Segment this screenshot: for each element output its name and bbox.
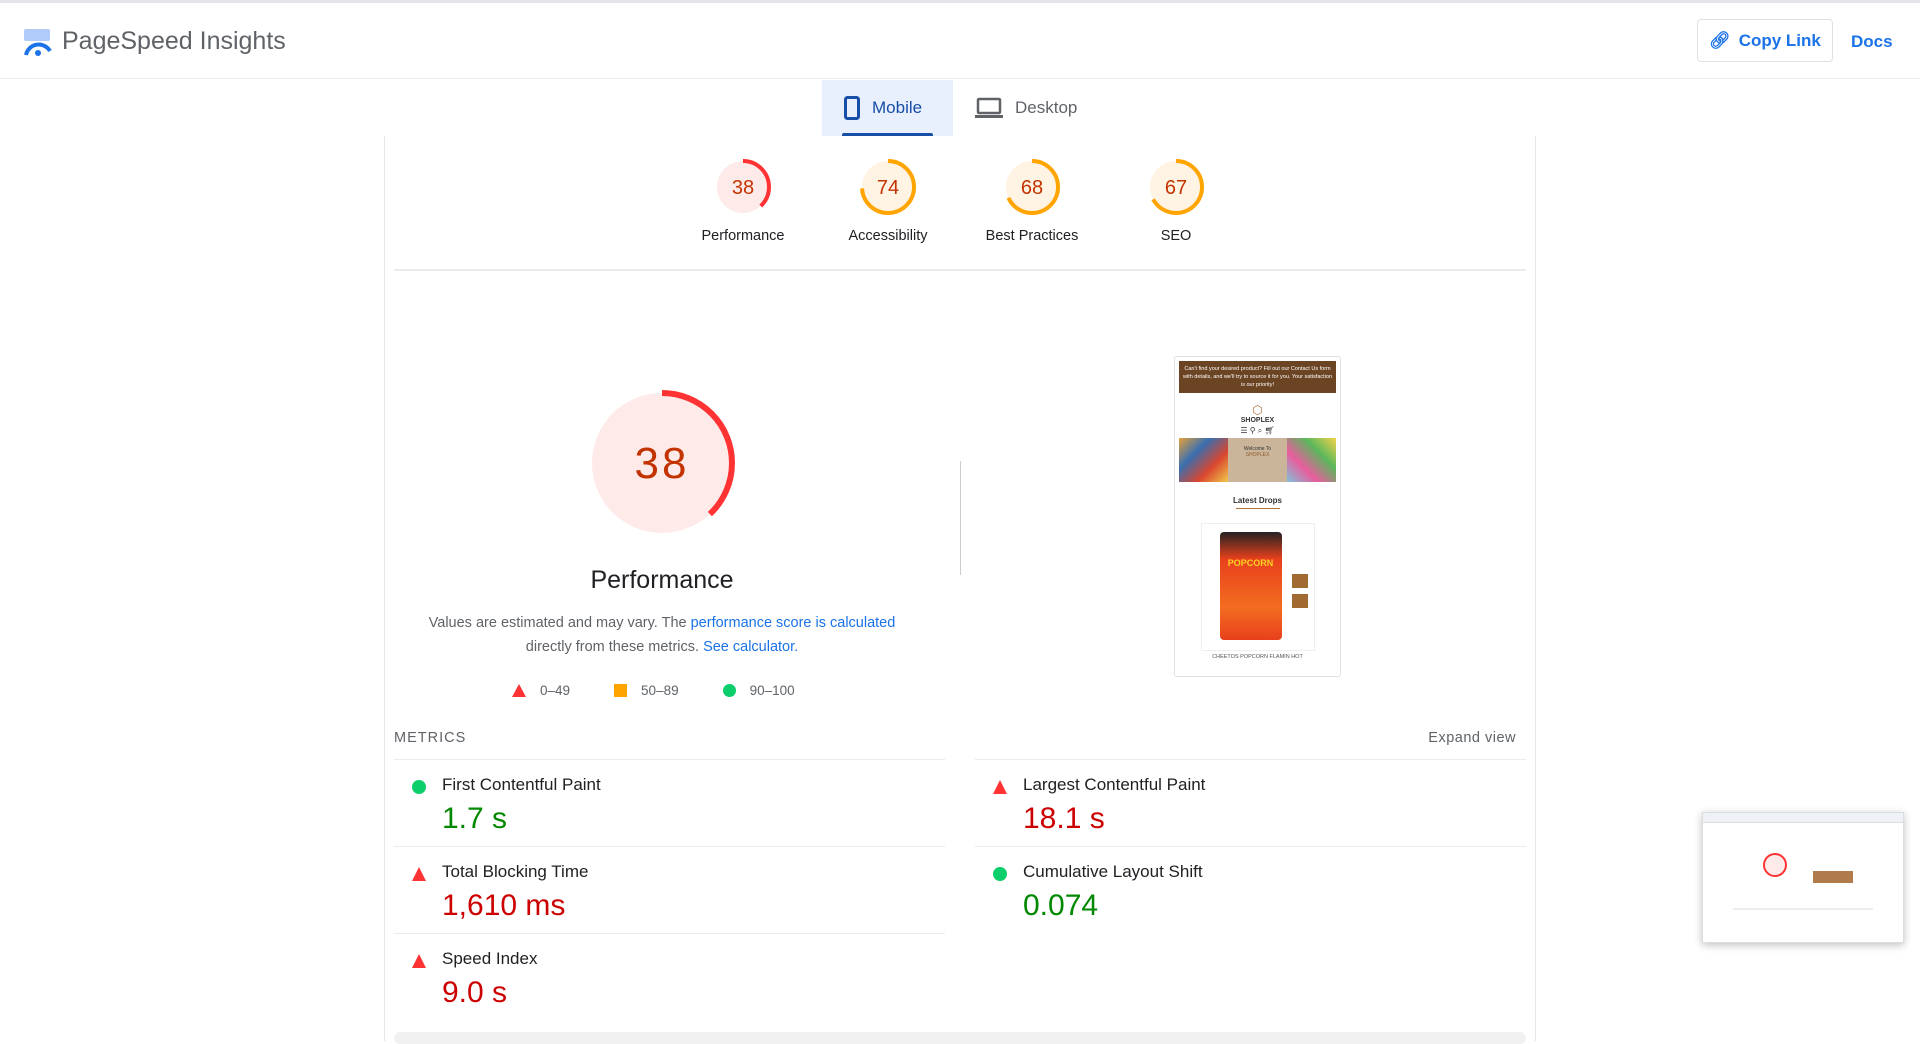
tab-desktop[interactable]: Desktop <box>953 80 1099 136</box>
desc-text-1: Values are estimated and may vary. The <box>428 615 691 631</box>
performance-description: Values are estimated and may vary. The p… <box>392 611 932 659</box>
legend-pass: 90–100 <box>722 683 795 698</box>
gauge-arc <box>589 390 735 536</box>
gauge-arc <box>1148 159 1204 215</box>
gauge-label: Accessibility <box>848 228 928 244</box>
tab-mobile[interactable]: Mobile <box>822 80 953 136</box>
product-image: POPCORN <box>1219 532 1282 640</box>
gauge-score: 38 <box>635 439 690 488</box>
panel-border-left <box>384 136 385 1041</box>
metric-value: 0.074 <box>1023 889 1099 922</box>
metric-largest-contentful-paint: Largest Contentful Paint 18.1 s <box>975 759 1526 846</box>
gauge-score: 68 <box>1021 177 1043 199</box>
screenshot-section: Latest Drops <box>1233 496 1282 505</box>
circle-icon <box>722 684 736 697</box>
copy-link-label: Copy Link <box>1738 30 1821 50</box>
tab-desktop-label: Desktop <box>1015 98 1078 117</box>
score-gauge-accessibility[interactable]: 74 Accessibility <box>828 156 948 244</box>
metric-value: 1.7 s <box>442 802 508 835</box>
metric-label: Cumulative Layout Shift <box>1023 862 1203 881</box>
performance-title: Performance <box>590 566 734 594</box>
desc-text-2: directly from these metrics. <box>525 639 704 655</box>
docs-link[interactable]: Docs <box>1851 32 1893 51</box>
app-header: PageSpeed Insights 🔗︎ Copy Link Docs <box>0 3 1920 79</box>
divider <box>394 269 1526 271</box>
screenshot-welcome-brand: SHOPLEX <box>1245 452 1270 458</box>
metric-value: 18.1 s <box>1023 802 1105 835</box>
legend-pass-range: 90–100 <box>749 683 795 698</box>
screenshot-hero: Welcome To SHOPLEX <box>1179 438 1336 482</box>
screenshot-brand: SHOPLEX <box>1240 417 1275 424</box>
legend-average-range: 50–89 <box>641 683 679 698</box>
screenshot-product-name: CHEETOS POPCORN FLAMIN HOT <box>1212 654 1303 660</box>
performance-gauge: 38 <box>589 390 735 536</box>
gauge-score: 38 <box>732 177 754 199</box>
metric-label: Total Blocking Time <box>442 862 589 881</box>
pass-circle-icon <box>993 867 1007 881</box>
gauge-arc <box>1004 159 1060 215</box>
fail-triangle-icon <box>412 954 426 968</box>
score-gauge-performance[interactable]: 38 Performance <box>683 156 803 244</box>
metric-total-blocking-time: Total Blocking Time 1,610 ms <box>394 846 945 933</box>
final-screenshot: Can't find your desired product? Fill ou… <box>1174 356 1341 677</box>
gauge-ring: 67 <box>1148 159 1204 215</box>
gauge-ring: 68 <box>1004 159 1060 215</box>
page-preview-thumbnail[interactable] <box>1702 812 1904 943</box>
legend-average: 50–89 <box>614 683 679 698</box>
gauge-ring: 74 <box>860 159 916 215</box>
legend-fail-range: 0–49 <box>540 683 571 698</box>
expand-view-button[interactable]: Expand view <box>1428 730 1516 746</box>
top-border <box>0 0 1920 3</box>
shop-logo-icon: ⬡ <box>1252 403 1263 417</box>
score-gauge-seo[interactable]: 67 SEO <box>1116 156 1236 244</box>
gauge-score: 67 <box>1165 177 1187 199</box>
metric-label: Largest Contentful Paint <box>1023 775 1206 794</box>
gauge-arc <box>860 159 916 215</box>
metric-value: 9.0 s <box>442 976 508 1009</box>
link-icon: 🔗︎ <box>1709 30 1731 50</box>
fail-triangle-icon <box>412 867 426 881</box>
metric-label: First Contentful Paint <box>442 775 601 794</box>
smartphone-icon <box>844 96 860 120</box>
vertical-divider <box>960 461 961 575</box>
metric-speed-index: Speed Index 9.0 s <box>394 933 945 1020</box>
score-calculated-link[interactable]: performance score is calculated <box>690 615 896 631</box>
screenshot-banner: Can't find your desired product? Fill ou… <box>1179 361 1336 393</box>
triangle-icon <box>512 684 526 697</box>
pagespeed-logo-icon <box>24 29 52 56</box>
copy-link-button[interactable]: 🔗︎ Copy Link <box>1697 19 1833 62</box>
gauge-label: SEO <box>1160 228 1192 244</box>
metrics-heading: METRICS <box>394 730 467 746</box>
metric-cumulative-layout-shift: Cumulative Layout Shift 0.074 <box>975 846 1526 933</box>
screenshot-product-card: POPCORN <box>1200 523 1315 651</box>
diagnostics-bar <box>394 1032 1526 1044</box>
gauge-label: Performance <box>701 228 785 244</box>
pass-circle-icon <box>412 780 426 794</box>
square-icon <box>614 684 628 697</box>
fail-triangle-icon <box>993 780 1007 794</box>
gauge-ring: 38 <box>715 159 771 215</box>
metric-label: Speed Index <box>442 949 538 968</box>
panel-border-right <box>1535 136 1536 1041</box>
app-title: PageSpeed Insights <box>62 27 286 55</box>
gauge-score: 74 <box>877 177 899 199</box>
metric-value: 1,610 ms <box>442 889 566 922</box>
screenshot-welcome: Welcome To <box>1243 446 1272 452</box>
see-calculator-link[interactable]: See calculator. <box>703 639 799 655</box>
gauge-label: Best Practices <box>985 228 1079 244</box>
legend-fail: 0–49 <box>512 683 570 698</box>
gauge-arc <box>715 159 771 215</box>
screenshot-nav-icons: ☰ ⚲ ⌕ 🛒︎ <box>1240 426 1275 435</box>
score-gauge-best-practices[interactable]: 68 Best Practices <box>972 156 1092 244</box>
metric-first-contentful-paint: First Contentful Paint 1.7 s <box>394 759 945 846</box>
laptop-icon <box>975 97 1003 118</box>
gauge-background <box>592 393 732 533</box>
tab-mobile-label: Mobile <box>872 98 923 117</box>
score-legend: 0–49 50–89 90–100 <box>512 683 839 698</box>
